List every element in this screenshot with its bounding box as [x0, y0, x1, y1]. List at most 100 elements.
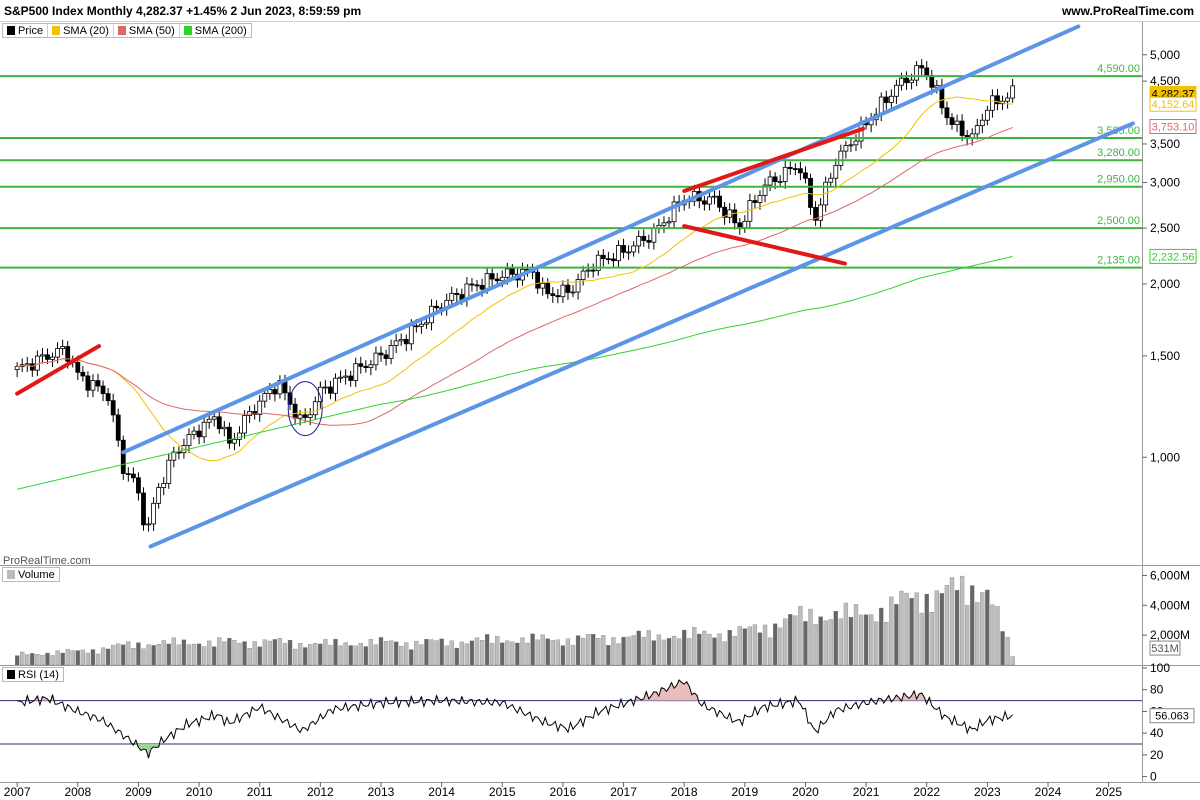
candle[interactable]: [216, 416, 222, 430]
candle[interactable]: [242, 415, 247, 434]
candle[interactable]: [848, 144, 854, 147]
candle[interactable]: [196, 430, 202, 438]
candle[interactable]: [211, 416, 217, 420]
candle[interactable]: [50, 356, 55, 360]
candle[interactable]: [353, 363, 359, 381]
candle[interactable]: [984, 109, 990, 121]
candle[interactable]: [85, 375, 91, 391]
candle[interactable]: [752, 200, 758, 203]
candle[interactable]: [166, 459, 172, 484]
candle[interactable]: [979, 119, 985, 127]
candle[interactable]: [1010, 85, 1016, 99]
candle[interactable]: [125, 473, 131, 476]
candle[interactable]: [798, 168, 803, 174]
legend-sma200[interactable]: SMA (200): [180, 24, 251, 37]
candle[interactable]: [80, 371, 86, 377]
candle[interactable]: [45, 354, 50, 360]
candle[interactable]: [358, 363, 364, 367]
candle[interactable]: [641, 236, 647, 241]
candle[interactable]: [454, 292, 460, 295]
candle[interactable]: [924, 67, 930, 76]
candle[interactable]: [565, 284, 571, 293]
candle[interactable]: [272, 389, 278, 395]
candle[interactable]: [368, 364, 374, 368]
candle[interactable]: [323, 386, 328, 389]
candle[interactable]: [206, 418, 212, 423]
candle[interactable]: [792, 168, 798, 171]
candle[interactable]: [257, 400, 263, 415]
candle[interactable]: [671, 201, 677, 223]
candle[interactable]: [408, 325, 414, 345]
trendline[interactable]: [148, 121, 1135, 549]
candle[interactable]: [661, 222, 667, 226]
candle[interactable]: [575, 279, 581, 293]
candle[interactable]: [550, 293, 556, 296]
candle[interactable]: [317, 386, 323, 403]
candle[interactable]: [237, 432, 242, 440]
candle[interactable]: [712, 195, 717, 198]
candle[interactable]: [509, 268, 515, 275]
candle[interactable]: [171, 451, 177, 461]
candle[interactable]: [631, 245, 637, 253]
candle[interactable]: [883, 96, 889, 103]
candle[interactable]: [226, 426, 232, 444]
candle[interactable]: [252, 411, 258, 415]
legend-sma20[interactable]: SMA (20): [48, 24, 114, 37]
candle[interactable]: [626, 251, 631, 254]
candle[interactable]: [888, 95, 894, 103]
candle[interactable]: [995, 95, 1000, 105]
candle[interactable]: [363, 365, 369, 368]
candle[interactable]: [14, 366, 20, 370]
candle[interactable]: [833, 165, 839, 179]
candle[interactable]: [191, 430, 197, 435]
candle[interactable]: [469, 283, 475, 286]
trendline[interactable]: [682, 126, 866, 193]
candle[interactable]: [110, 400, 116, 416]
candle[interactable]: [990, 95, 995, 111]
candle[interactable]: [701, 200, 707, 205]
candle[interactable]: [479, 284, 485, 290]
candle[interactable]: [130, 473, 136, 479]
candle[interactable]: [611, 258, 616, 262]
candle[interactable]: [843, 145, 849, 152]
candle[interactable]: [707, 196, 712, 205]
candle[interactable]: [560, 284, 566, 298]
candle[interactable]: [186, 434, 192, 446]
candle[interactable]: [954, 120, 960, 125]
candle[interactable]: [757, 195, 763, 203]
candle[interactable]: [909, 79, 914, 84]
candle[interactable]: [504, 268, 510, 278]
candle[interactable]: [904, 77, 909, 84]
candle[interactable]: [555, 295, 561, 298]
candle[interactable]: [894, 84, 899, 97]
candle[interactable]: [287, 392, 293, 405]
annotation-ellipse[interactable]: [287, 381, 323, 437]
candle[interactable]: [267, 389, 273, 394]
trendline[interactable]: [682, 224, 847, 266]
candle[interactable]: [782, 166, 788, 182]
candle[interactable]: [828, 177, 834, 183]
candle[interactable]: [55, 348, 60, 358]
candle[interactable]: [262, 393, 268, 402]
legend-sma50[interactable]: SMA (50): [114, 24, 180, 37]
candle[interactable]: [732, 209, 738, 224]
candle[interactable]: [247, 411, 253, 416]
candle[interactable]: [853, 140, 859, 146]
candle[interactable]: [666, 221, 672, 224]
candle[interactable]: [949, 117, 955, 125]
candle[interactable]: [449, 292, 455, 301]
candle[interactable]: [580, 270, 586, 280]
candle[interactable]: [818, 204, 824, 221]
legend-price[interactable]: Price: [3, 24, 49, 37]
candle[interactable]: [34, 355, 40, 371]
candle[interactable]: [595, 254, 601, 271]
candle[interactable]: [899, 77, 904, 86]
candle[interactable]: [616, 245, 621, 262]
candle[interactable]: [742, 220, 748, 228]
candle[interactable]: [621, 245, 626, 253]
trendline[interactable]: [15, 344, 102, 396]
candle[interactable]: [934, 85, 940, 88]
candle[interactable]: [959, 120, 965, 136]
candle[interactable]: [176, 451, 182, 454]
